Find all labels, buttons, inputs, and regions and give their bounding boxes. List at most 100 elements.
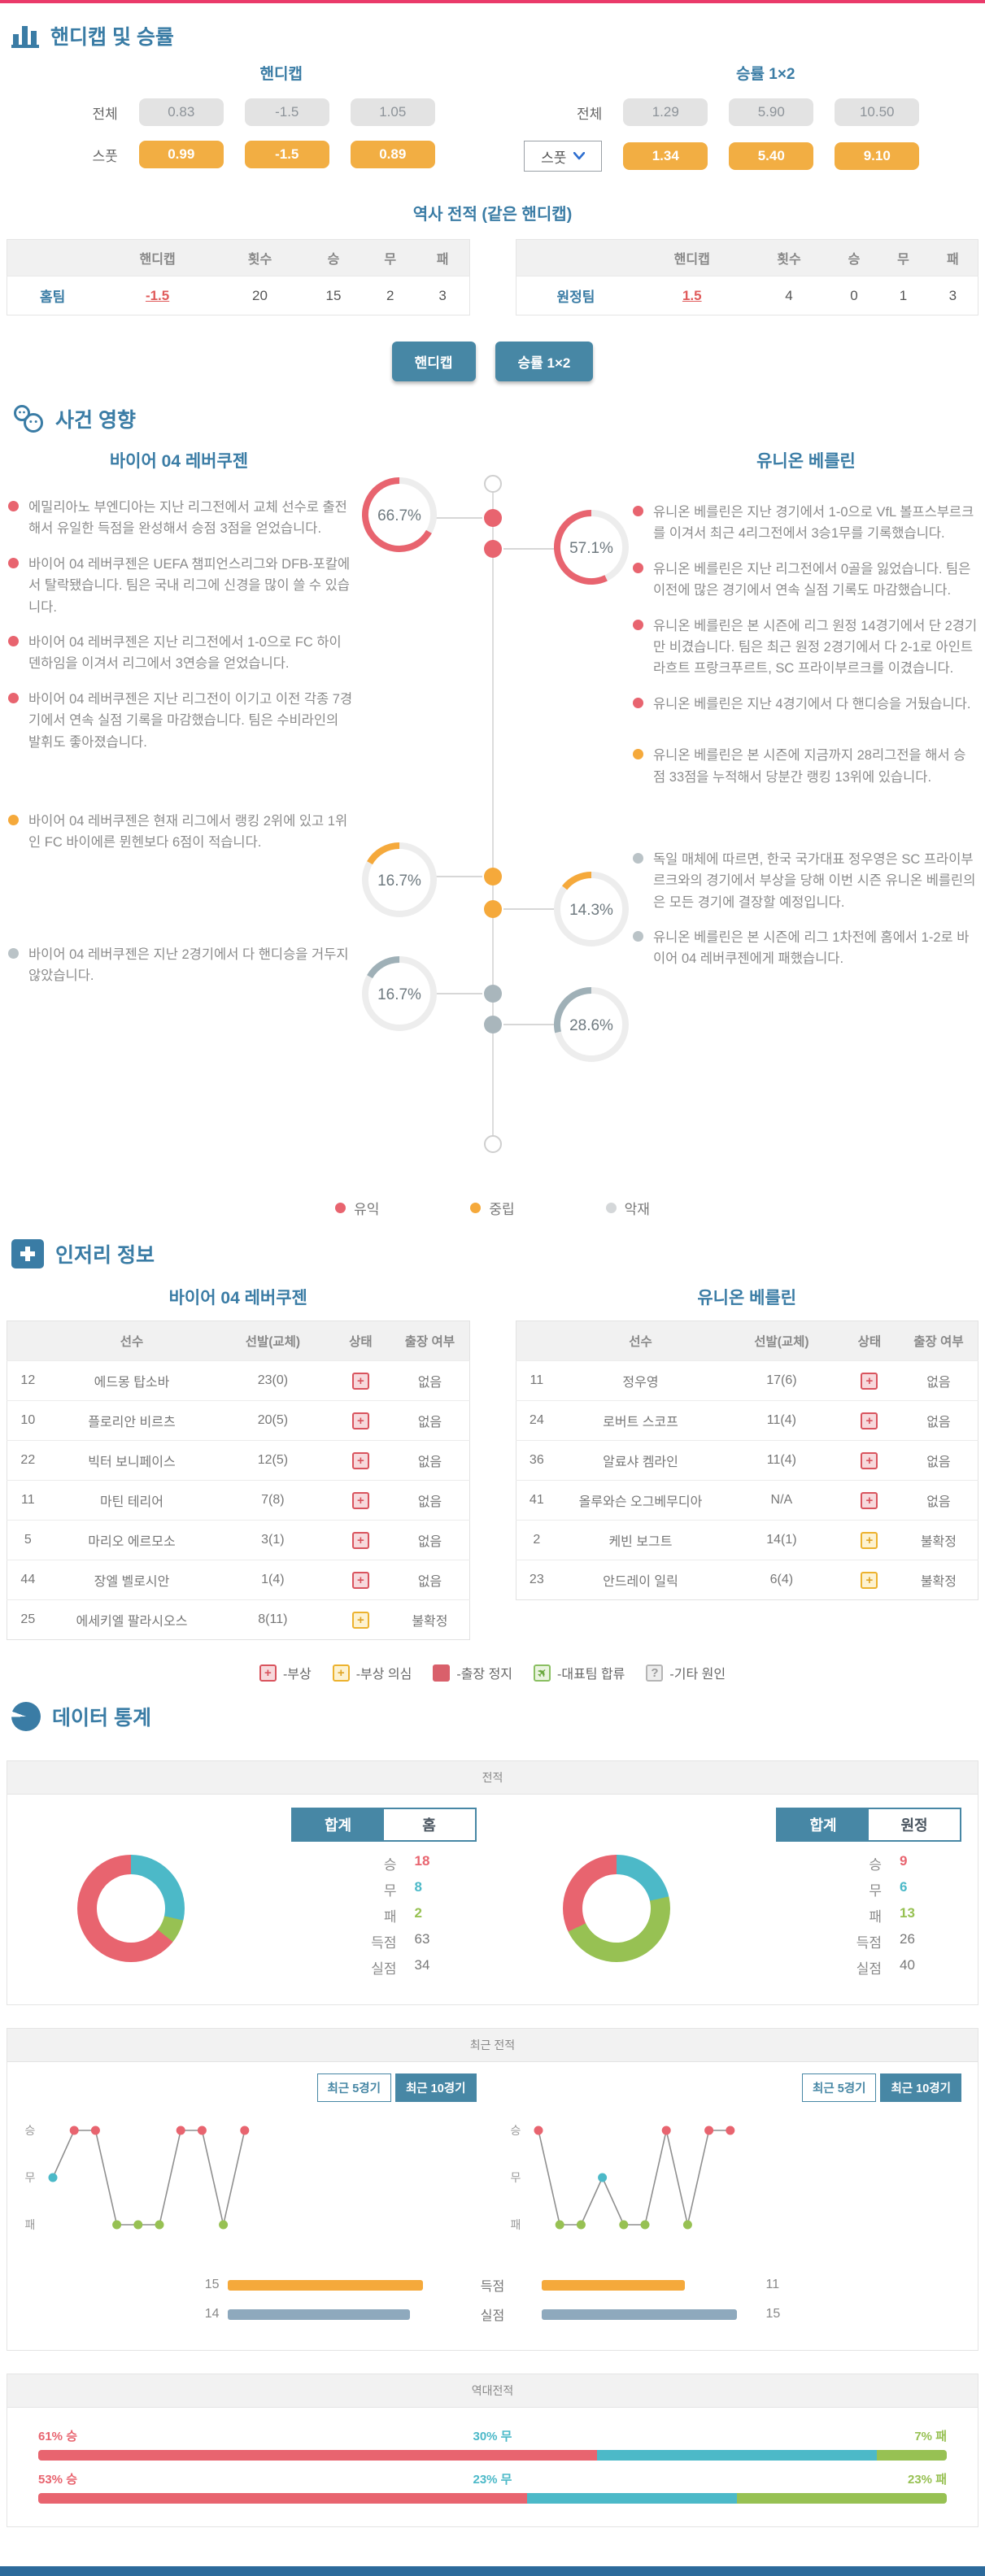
player-status-cell: + [330, 1440, 391, 1481]
player-status-cell: + [839, 1360, 900, 1401]
recent-panel-title: 최근 전적 [7, 2029, 978, 2062]
tab-total[interactable]: 합계 [778, 1809, 869, 1840]
last10-button[interactable]: 최근 10경기 [880, 2073, 961, 2102]
handicap-link[interactable]: 1.5 [635, 276, 749, 315]
event-item: 유니온 베를린은 본 시즌에 지금까지 28리그전을 해서 승점 33점을 누적… [633, 745, 978, 788]
odds-value-button[interactable]: 0.89 [350, 141, 435, 168]
draw-segment [596, 2450, 877, 2461]
injury-table-home: 선수 선발(교체) 상태 출장 여부 12 에드몽 탑소바 23(0) + 없음 10 플로… [7, 1321, 470, 1640]
stat-label: 득점 [371, 1935, 397, 1951]
home-conceded-value: 14 [204, 2307, 220, 2321]
home-team-label: 홈팀 [7, 276, 98, 315]
table-row: 25 에세키엘 팔라시오스 8(11) + 불확정 [7, 1599, 469, 1640]
bullet-dot-icon [633, 931, 643, 942]
handicap-button[interactable]: 핸디캡 [391, 342, 476, 381]
h2h-bars: 61% 승 30% 무 7% 패 53% 승 23% 무 23% 패 [7, 2408, 978, 2526]
event-text: 바이어 04 레버쿠젠은 UEFA 챔피언스리그와 DFB-포칼에서 탈락됐습니… [28, 556, 351, 615]
stat-label: 실점 [371, 1961, 397, 1977]
player-number: 22 [7, 1440, 49, 1481]
svg-text:무: 무 [510, 2171, 521, 2184]
table-row: 44 장엘 벨로시안 1(4) + 없음 [7, 1560, 469, 1600]
event-text: 바이어 04 레버쿠젠은 지난 2경기에서 다 핸디승을 거두지 않았습니다. [28, 946, 349, 984]
events-section-title: 사건 영향 [55, 409, 136, 432]
svg-text:66.7%: 66.7% [377, 507, 421, 524]
col-count: 횟수 [748, 239, 830, 276]
stat-value: 40 [900, 1957, 915, 1973]
table-row: 홈팀 -1.5 20 15 2 3 [7, 276, 469, 315]
injury-table-away: 선수 선발(교체) 상태 출장 여부 11 정우영 17(6) + 없음 24 로버트 스코… [515, 1321, 978, 1600]
player-name: 정우영 [557, 1360, 724, 1401]
last5-button[interactable]: 최근 5경기 [802, 2073, 877, 2102]
tab-away[interactable]: 원정 [869, 1809, 960, 1840]
national-team-plane-icon: ✈ [534, 1664, 551, 1682]
player-availability: 없음 [390, 1560, 469, 1600]
event-text: 유니온 베를린은 본 시즌에 리그 1차전에 홈에서 1-2로 바이어 04 레… [653, 930, 970, 967]
stat-row: 득점 63 [360, 1931, 442, 1952]
event-item: 유니온 베를린은 본 시즌에 리그 1차전에 홈에서 1-2로 바이어 04 레… [633, 927, 978, 970]
player-availability: 없음 [390, 1360, 469, 1401]
player-number: 11 [7, 1480, 49, 1521]
odds-value-button[interactable]: 5.40 [729, 142, 814, 170]
stat-row: 승 18 [360, 1853, 442, 1873]
injury-doubt-icon: + [861, 1531, 878, 1549]
stat-value: 9 [900, 1853, 908, 1869]
odds-value-button[interactable]: 1.34 [623, 142, 708, 170]
player-name: 장엘 벨로시안 [48, 1560, 216, 1600]
spot-dropdown[interactable]: 스풋 [524, 141, 603, 172]
pie-chart-icon [11, 1702, 41, 1731]
injury-icon: + [351, 1412, 369, 1429]
player-name: 마리오 에르모소 [48, 1520, 216, 1560]
odds-value-button[interactable]: -1.5 [244, 141, 329, 168]
away-goals-bar [541, 2279, 685, 2291]
player-number: 12 [7, 1360, 49, 1401]
winrate-odds-title: 승률 1×2 [736, 66, 795, 83]
event-item: 유니온 베를린은 지난 경기에서 1-0으로 VfL 볼프스부르크를 이겨서 최… [633, 502, 978, 545]
player-status-cell: + [330, 1560, 391, 1600]
bullet-dot-icon [8, 501, 19, 511]
odds-value-button[interactable]: 9.10 [835, 142, 920, 170]
loss-segment [736, 2493, 947, 2504]
event-item: 유니온 베를린은 지난 4경기에서 다 핸디승을 거뒀습니다. [633, 694, 978, 715]
event-text: 유니온 베를린은 지난 리그전에서 0골을 잃었습니다. 팀은 이전에 많은 경… [653, 561, 971, 598]
svg-text:승: 승 [510, 2124, 521, 2137]
player-status-cell: + [330, 1599, 391, 1640]
winrate-button[interactable]: 승률 1×2 [495, 342, 594, 381]
home-goals-bar [227, 2279, 423, 2291]
player-apps: 11(4) [723, 1400, 839, 1441]
event-text: 바이어 04 레버쿠젠은 지난 리그전에서 1-0으로 FC 하이덴하임을 이겨… [28, 634, 342, 672]
player-number: 11 [516, 1360, 558, 1401]
legend-label: -부상 [282, 1668, 312, 1682]
svg-text:승: 승 [25, 2124, 36, 2137]
stat-row: 패 13 [844, 1905, 927, 1925]
col-loss: 패 [416, 239, 469, 276]
player-status-cell: + [839, 1560, 900, 1600]
events-legend: 유익 중립 악재 [0, 1198, 985, 1218]
legend-label: -출장 정지 [456, 1668, 513, 1682]
goals-against-row: 14 실점 15 [7, 2300, 978, 2329]
table-row: 2 케빈 보그트 14(1) + 불확정 [516, 1520, 978, 1560]
last5-button[interactable]: 최근 5경기 [316, 2073, 391, 2102]
player-number: 25 [7, 1599, 49, 1640]
player-status-cell: + [330, 1360, 391, 1401]
legend-label: 중립 [489, 1202, 515, 1217]
away-team-label: 원정팀 [516, 276, 636, 315]
event-item: 바이어 04 레버쿠젠은 지난 리그전에서 1-0으로 FC 하이덴하임을 이겨… [8, 632, 353, 675]
last10-button[interactable]: 최근 10경기 [394, 2073, 477, 2102]
player-apps: 12(5) [215, 1440, 331, 1481]
bullet-dot-icon [633, 506, 643, 516]
tab-home[interactable]: 홈 [383, 1809, 475, 1840]
spot-dropdown-label: 스풋 [541, 150, 567, 166]
odds-value-button[interactable]: 0.99 [138, 141, 224, 168]
goals-bars: 15 득점 11 14 실점 15 [7, 2267, 978, 2350]
player-status-cell: + [839, 1440, 900, 1481]
handicap-link[interactable]: -1.5 [98, 276, 217, 315]
player-status-cell: + [839, 1480, 900, 1521]
event-text: 유니온 베를린은 본 시즌에 리그 원정 14경기에서 단 2경기만 비겼습니다… [653, 618, 978, 677]
record-stats-list: 승 9 무 6 패 13 득점 26 실점 40 [844, 1853, 927, 1978]
tab-total[interactable]: 합계 [292, 1809, 384, 1840]
col-win: 승 [303, 239, 364, 276]
record-away-half: 합계 원정 승 9 무 6 패 13 득점 26 실점 40 [493, 1795, 978, 2004]
stat-value: 26 [900, 1931, 915, 1947]
